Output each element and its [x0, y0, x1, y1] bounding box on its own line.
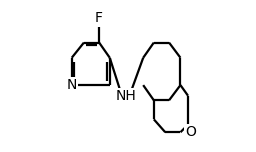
Text: O: O — [185, 125, 196, 139]
Text: F: F — [95, 11, 103, 25]
Text: N: N — [67, 78, 77, 92]
Text: NH: NH — [115, 89, 136, 103]
